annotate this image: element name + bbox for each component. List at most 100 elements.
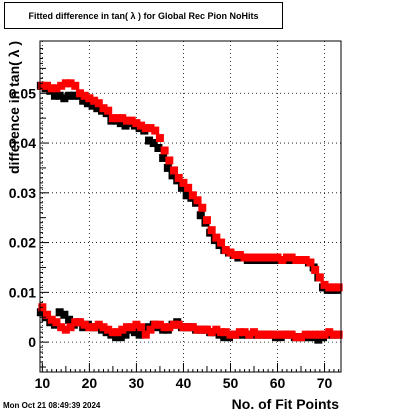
data-point (220, 333, 229, 342)
data-point (292, 333, 301, 342)
data-point (193, 325, 202, 334)
data-point (170, 166, 179, 175)
data-point (88, 101, 97, 110)
data-point (146, 124, 155, 133)
data-point (154, 144, 163, 153)
data-point (85, 323, 94, 332)
data-point (188, 191, 197, 200)
data-point (130, 328, 139, 337)
data-point (159, 153, 168, 162)
data-point (245, 253, 254, 262)
data-point (287, 253, 296, 262)
data-point (118, 325, 127, 334)
data-point (132, 320, 141, 329)
data-point (43, 310, 52, 319)
data-point (160, 323, 169, 332)
data-point (69, 91, 78, 100)
data-point (75, 318, 84, 327)
data-point (182, 191, 191, 200)
data-point (314, 335, 323, 344)
data-point (104, 106, 113, 115)
data-point (254, 253, 263, 262)
series-3 (38, 303, 343, 342)
data-point (179, 323, 188, 332)
data-point (135, 330, 144, 339)
x-tick-label: 70 (317, 375, 333, 391)
data-point (301, 256, 310, 265)
data-point (174, 320, 183, 329)
y-tick-label: 0.04 (9, 135, 36, 151)
data-point (184, 323, 193, 332)
chart-title: Fitted difference in tan( λ ) for Global… (28, 11, 259, 21)
data-point (108, 328, 117, 337)
data-point (264, 330, 273, 339)
data-point (132, 119, 141, 128)
data-point (311, 265, 320, 274)
y-tick-label: 0 (28, 334, 36, 350)
x-tick-label: 30 (129, 375, 145, 391)
y-tick-label: 0.05 (9, 85, 36, 101)
x-tick-label: 20 (82, 375, 98, 391)
data-point (66, 323, 75, 332)
data-point (75, 89, 84, 98)
data-point (282, 330, 291, 339)
data-point (108, 114, 117, 123)
x-tick-label: 40 (176, 375, 192, 391)
data-point (207, 328, 216, 337)
data-point (151, 320, 160, 329)
data-point (174, 173, 183, 182)
data-point (202, 216, 211, 225)
data-point (118, 114, 127, 123)
data-point (123, 116, 132, 125)
data-point (155, 320, 164, 329)
x-tick-label: 60 (270, 375, 286, 391)
data-point (198, 325, 207, 334)
data-point (217, 238, 226, 247)
data-point (165, 323, 174, 332)
data-point (149, 139, 158, 148)
data-point (160, 146, 169, 155)
data-point (61, 325, 70, 334)
data-point (268, 330, 277, 339)
data-point (315, 330, 324, 339)
x-axis-label: No. of Fit Points (231, 396, 339, 412)
data-point (60, 94, 69, 103)
data-point (141, 330, 150, 339)
timestamp: Mon Oct 21 08:49:39 2024 (3, 401, 101, 410)
data-point (287, 330, 296, 339)
axis-ticks (40, 47, 340, 372)
data-point (235, 251, 244, 260)
data-point (217, 328, 226, 337)
data-point (141, 124, 150, 133)
data-point (127, 116, 136, 125)
data-point (57, 81, 66, 90)
data-point (65, 315, 74, 324)
data-point (240, 328, 249, 337)
plot-frame (39, 40, 342, 373)
data-point (47, 315, 56, 324)
x-tick-label: 10 (35, 375, 51, 391)
y-tick-label: 0.03 (9, 185, 36, 201)
data-point (334, 330, 343, 339)
data-point (57, 323, 66, 332)
data-point (325, 283, 334, 292)
data-point (315, 273, 324, 282)
data-point (93, 104, 102, 113)
data-point (127, 323, 136, 332)
data-point (226, 330, 235, 339)
data-point (207, 226, 216, 235)
data-point (273, 330, 282, 339)
data-point (254, 330, 263, 339)
data-point (79, 96, 88, 105)
y-tick-label: 0.02 (9, 235, 36, 251)
data-point (264, 253, 273, 262)
data-point (320, 330, 329, 339)
data-point (306, 258, 315, 267)
data-point (168, 171, 177, 180)
data-point (268, 253, 277, 262)
data-point (273, 253, 282, 262)
data-point (221, 246, 230, 255)
data-point (145, 136, 154, 145)
data-point (116, 333, 125, 342)
